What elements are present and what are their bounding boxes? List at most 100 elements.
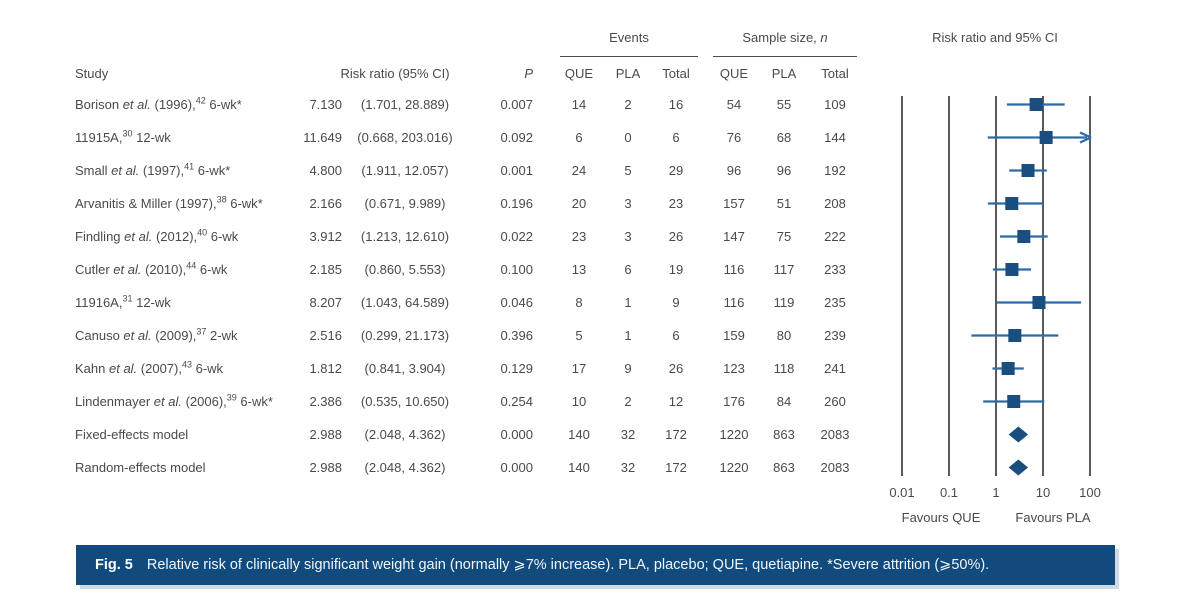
cell-study: Canuso et al. (2009),37 2-wk [75,326,238,343]
favours-pla-label: Favours PLA [1015,510,1090,525]
cell-confidence-interval: (0.535, 10.650) [360,394,450,409]
cell-events-que: 13 [571,262,587,277]
column-header-events-pla: PLA [615,66,641,81]
cell-p-value: 0.129 [500,361,533,376]
cell-events-pla: 0 [624,130,632,145]
cell-sample-que: 176 [723,394,745,409]
cell-events-pla: 5 [624,163,632,178]
caption-fig-label: Fig. 5 [95,557,133,573]
cell-confidence-interval: (1.043, 64.589) [360,295,450,310]
cell-sample-total: 2083 [820,460,850,475]
cell-sample-que: 116 [723,262,745,277]
cell-events-que: 5 [575,328,583,343]
cell-sample-pla: 117 [773,262,795,277]
x-tick-label: 1 [992,485,999,500]
x-tick-label: 100 [1079,485,1101,500]
cell-study: Arvanitis & Miller (1997),38 6-wk* [75,194,263,211]
sample-size-label: Sample size, [742,30,821,45]
cell-events-total: 16 [668,97,684,112]
cell-sample-pla: 55 [776,97,792,112]
cell-events-total: 6 [672,328,680,343]
effect-square [1005,197,1019,210]
cell-sample-que: 76 [726,130,742,145]
cell-sample-pla: 118 [773,361,795,376]
cell-risk-ratio: 2.988 [309,427,342,442]
cell-events-total: 6 [672,130,680,145]
cell-sample-total: 233 [824,262,846,277]
cell-study: Random-effects model [75,460,206,475]
cell-events-pla: 32 [620,427,636,442]
cell-events-total: 19 [668,262,684,277]
cell-p-value: 0.046 [500,295,533,310]
cell-events-total: 26 [668,361,684,376]
cell-risk-ratio: 2.185 [309,262,342,277]
forest-plot-svg: 0.01 0.1 1 10 100 Favours QUE Favours PLA [889,96,1101,525]
effect-square [1017,230,1031,243]
cell-events-pla: 2 [624,394,632,409]
sample-size-group-header: Sample size, n [713,30,857,46]
cell-study: 11915A,30 12-wk [75,128,171,145]
cell-confidence-interval: (1.911, 12.057) [361,163,449,178]
figure-caption: Fig. 5 Relative risk of clinically signi… [76,545,1115,585]
cell-risk-ratio: 2.988 [309,460,342,475]
cell-study: Borison et al. (1996),42 6-wk* [75,95,242,112]
column-header-events-total: Total [662,66,690,81]
cell-sample-pla: 863 [773,427,795,442]
cell-p-value: 0.092 [500,130,533,145]
effect-square [1039,131,1053,144]
cell-sample-que: 157 [723,196,745,211]
cell-sample-que: 1220 [719,460,749,475]
cell-risk-ratio: 2.516 [309,328,342,343]
cell-events-que: 17 [571,361,587,376]
cell-study: Lindenmayer et al. (2006),39 6-wk* [75,392,273,409]
cell-sample-que: 96 [726,163,742,178]
cell-p-value: 0.007 [500,97,533,112]
effect-square [1007,395,1021,408]
effect-square [1032,296,1046,309]
table-row: Small et al. (1997),41 6-wk* 4.800 (1.91… [0,154,880,187]
cell-p-value: 0.001 [500,163,533,178]
cell-events-que: 140 [568,427,590,442]
cell-confidence-interval: (0.668, 203.016) [357,130,453,145]
cell-confidence-interval: (2.048, 4.362) [364,427,446,442]
cell-sample-que: 147 [723,229,745,244]
cell-p-value: 0.196 [500,196,533,211]
cell-risk-ratio: 4.800 [309,163,342,178]
cell-sample-total: 208 [824,196,846,211]
caption-text: Relative risk of clinically significant … [146,557,990,573]
cell-sample-total: 2083 [820,427,850,442]
effect-square [1008,329,1022,342]
cell-events-que: 6 [575,130,583,145]
cell-events-pla: 1 [624,328,632,343]
cell-events-total: 172 [665,460,687,475]
cell-risk-ratio: 1.812 [309,361,342,376]
column-header-risk-ratio: Risk ratio (95% CI) [340,66,450,81]
cell-events-que: 8 [575,295,583,310]
cell-sample-total: 260 [824,394,846,409]
table-row: Arvanitis & Miller (1997),38 6-wk* 2.166… [0,187,880,220]
cell-study: Small et al. (1997),41 6-wk* [75,161,231,178]
column-header-study: Study [75,66,109,81]
cell-risk-ratio: 7.130 [309,97,342,112]
cell-sample-pla: 96 [776,163,792,178]
cell-p-value: 0.000 [500,427,533,442]
cell-p-value: 0.254 [500,394,533,409]
cell-sample-total: 235 [824,295,846,310]
arrow-cap [1079,131,1092,139]
effect-square [1029,98,1043,111]
cell-confidence-interval: (1.213, 12.610) [360,229,450,244]
cell-events-pla: 32 [620,460,636,475]
cell-sample-pla: 863 [773,460,795,475]
cell-sample-total: 109 [824,97,846,112]
pooled-diamond [1008,459,1029,476]
cell-events-que: 23 [571,229,587,244]
column-header-sample-que: QUE [719,66,749,81]
effect-square [1001,362,1015,375]
x-tick-label: 0.1 [940,485,958,500]
table-row: 11916A,31 12-wk 8.207 (1.043, 64.589) 0.… [0,286,880,319]
table-row: Canuso et al. (2009),37 2-wk 2.516 (0.29… [0,319,880,352]
column-header-sample-total: Total [821,66,849,81]
arrow-cap [1079,136,1092,144]
cell-confidence-interval: (0.671, 9.989) [364,196,446,211]
cell-events-que: 14 [571,97,587,112]
